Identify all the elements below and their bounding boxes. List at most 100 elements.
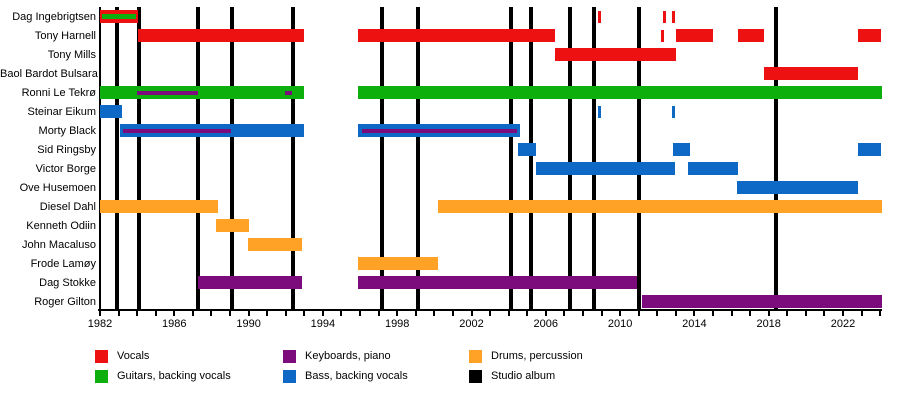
member-label: Victor Borge <box>35 162 96 175</box>
x-axis-tick <box>581 311 584 316</box>
timeline-bar-drums <box>100 200 218 213</box>
x-axis-tick <box>804 311 807 316</box>
x-axis-tick <box>117 311 120 316</box>
y-axis-line <box>99 7 101 311</box>
guest-mark-bass <box>598 105 602 118</box>
studio-album-line <box>291 7 296 310</box>
bar-stripe-keyboards <box>361 128 517 133</box>
studio-album-line <box>567 7 572 310</box>
x-axis-tick <box>693 311 696 316</box>
x-axis-tick <box>229 311 232 316</box>
member-label: Roger Gilton <box>34 295 96 308</box>
x-axis-tick <box>396 311 399 316</box>
studio-album-line <box>380 7 385 310</box>
member-label: Dag Ingebrigtsen <box>12 10 96 23</box>
legend-swatch-bass <box>283 370 296 383</box>
studio-album-line <box>508 7 513 310</box>
member-label: Morty Black <box>38 124 96 137</box>
x-axis-tick <box>340 311 343 316</box>
x-axis-tick <box>526 311 529 316</box>
bar-stripe-keyboards <box>137 90 199 95</box>
x-axis-tick <box>656 311 659 316</box>
x-axis-tick <box>136 311 139 316</box>
x-axis-line <box>98 309 882 311</box>
timeline-bar-keyboards <box>358 276 637 289</box>
legend-label-vocals: Vocals <box>117 350 150 362</box>
timeline-bar-guitars <box>100 86 305 99</box>
member-label: Tony Mills <box>47 48 96 61</box>
timeline-bar-bass <box>100 105 123 118</box>
x-axis-tick <box>489 311 492 316</box>
x-axis-tick <box>823 311 826 316</box>
timeline-bar-bass <box>673 143 690 156</box>
legend-label-album: Studio album <box>491 370 556 382</box>
timeline-bar-vocals <box>738 29 765 42</box>
x-axis-tick <box>247 311 250 316</box>
studio-album-line <box>592 7 597 310</box>
x-axis-tick <box>767 311 770 316</box>
x-axis-tick-label: 2014 <box>682 318 707 330</box>
x-axis-tick <box>191 311 194 316</box>
timeline-bar-vocals <box>358 29 556 42</box>
x-axis-tick <box>730 311 733 316</box>
x-axis-tick <box>359 311 362 316</box>
x-axis-tick-label: 2010 <box>607 318 633 330</box>
x-axis-tick-label: 2018 <box>756 318 781 330</box>
x-axis-tick <box>563 311 566 316</box>
member-label: Ove Husemoen <box>19 181 96 194</box>
studio-album-line <box>636 7 641 310</box>
x-axis-tick-label: 1990 <box>236 318 261 330</box>
timeline-bar-vocals <box>675 29 713 42</box>
studio-album-line <box>196 7 201 310</box>
x-axis-tick <box>600 311 603 316</box>
timeline-bar-drums <box>247 238 303 251</box>
member-label: Diesel Dahl <box>39 200 96 213</box>
legend-label-drums: Drums, percussion <box>491 350 583 362</box>
x-axis-tick <box>637 311 640 316</box>
member-label: Frode Lamøy <box>30 257 96 270</box>
bar-stripe-keyboards <box>284 90 293 95</box>
timeline-bar-guitars <box>358 86 882 99</box>
timeline-bar-vocals <box>555 48 676 61</box>
legend-swatch-vocals <box>95 350 108 363</box>
member-label: John Macaluso <box>22 238 96 251</box>
timeline-bar-drums <box>358 257 439 270</box>
timeline-bar-bass <box>737 181 858 194</box>
x-axis-tick <box>544 311 547 316</box>
x-axis-tick <box>786 311 789 316</box>
x-axis-tick <box>377 311 380 316</box>
timeline-bar-drums <box>216 219 249 232</box>
legend-swatch-guitars <box>95 370 108 383</box>
x-axis-tick-label: 2002 <box>459 318 484 330</box>
x-axis-tick <box>470 311 473 316</box>
legend-swatch-drums <box>469 350 482 363</box>
x-axis-tick <box>154 311 157 316</box>
timeline-bar-drums <box>438 200 882 213</box>
member-label: Dag Stokke <box>39 276 96 289</box>
x-axis-tick <box>749 311 752 316</box>
x-axis-tick-label: 1982 <box>87 318 113 330</box>
studio-album-line <box>774 7 779 310</box>
guest-mark-vocals <box>598 10 602 23</box>
member-label: Baol Bardot Bulsara <box>0 67 98 80</box>
x-axis-tick <box>879 311 882 316</box>
studio-album-line <box>528 7 533 310</box>
studio-album-line <box>137 7 141 310</box>
x-axis-tick <box>433 311 436 316</box>
timeline-bar-keyboards <box>642 295 882 308</box>
x-axis-tick <box>860 311 863 316</box>
x-axis-tick <box>842 311 844 316</box>
timeline-bar-keyboards <box>198 276 303 289</box>
legend-label-keyboards: Keyboards, piano <box>305 350 391 362</box>
bar-stripe-keyboards <box>123 128 231 133</box>
legend-swatch-album <box>469 370 482 383</box>
x-axis-tick-label: 2022 <box>830 318 856 330</box>
x-axis-tick-label: 2006 <box>533 318 559 330</box>
timeline-bar-bass <box>535 162 675 175</box>
x-axis-tick-label: 1994 <box>310 318 336 330</box>
x-axis-tick <box>284 311 287 316</box>
x-axis-tick <box>674 311 677 316</box>
x-axis-tick <box>619 311 622 316</box>
member-label: Sid Ringsby <box>37 143 96 156</box>
